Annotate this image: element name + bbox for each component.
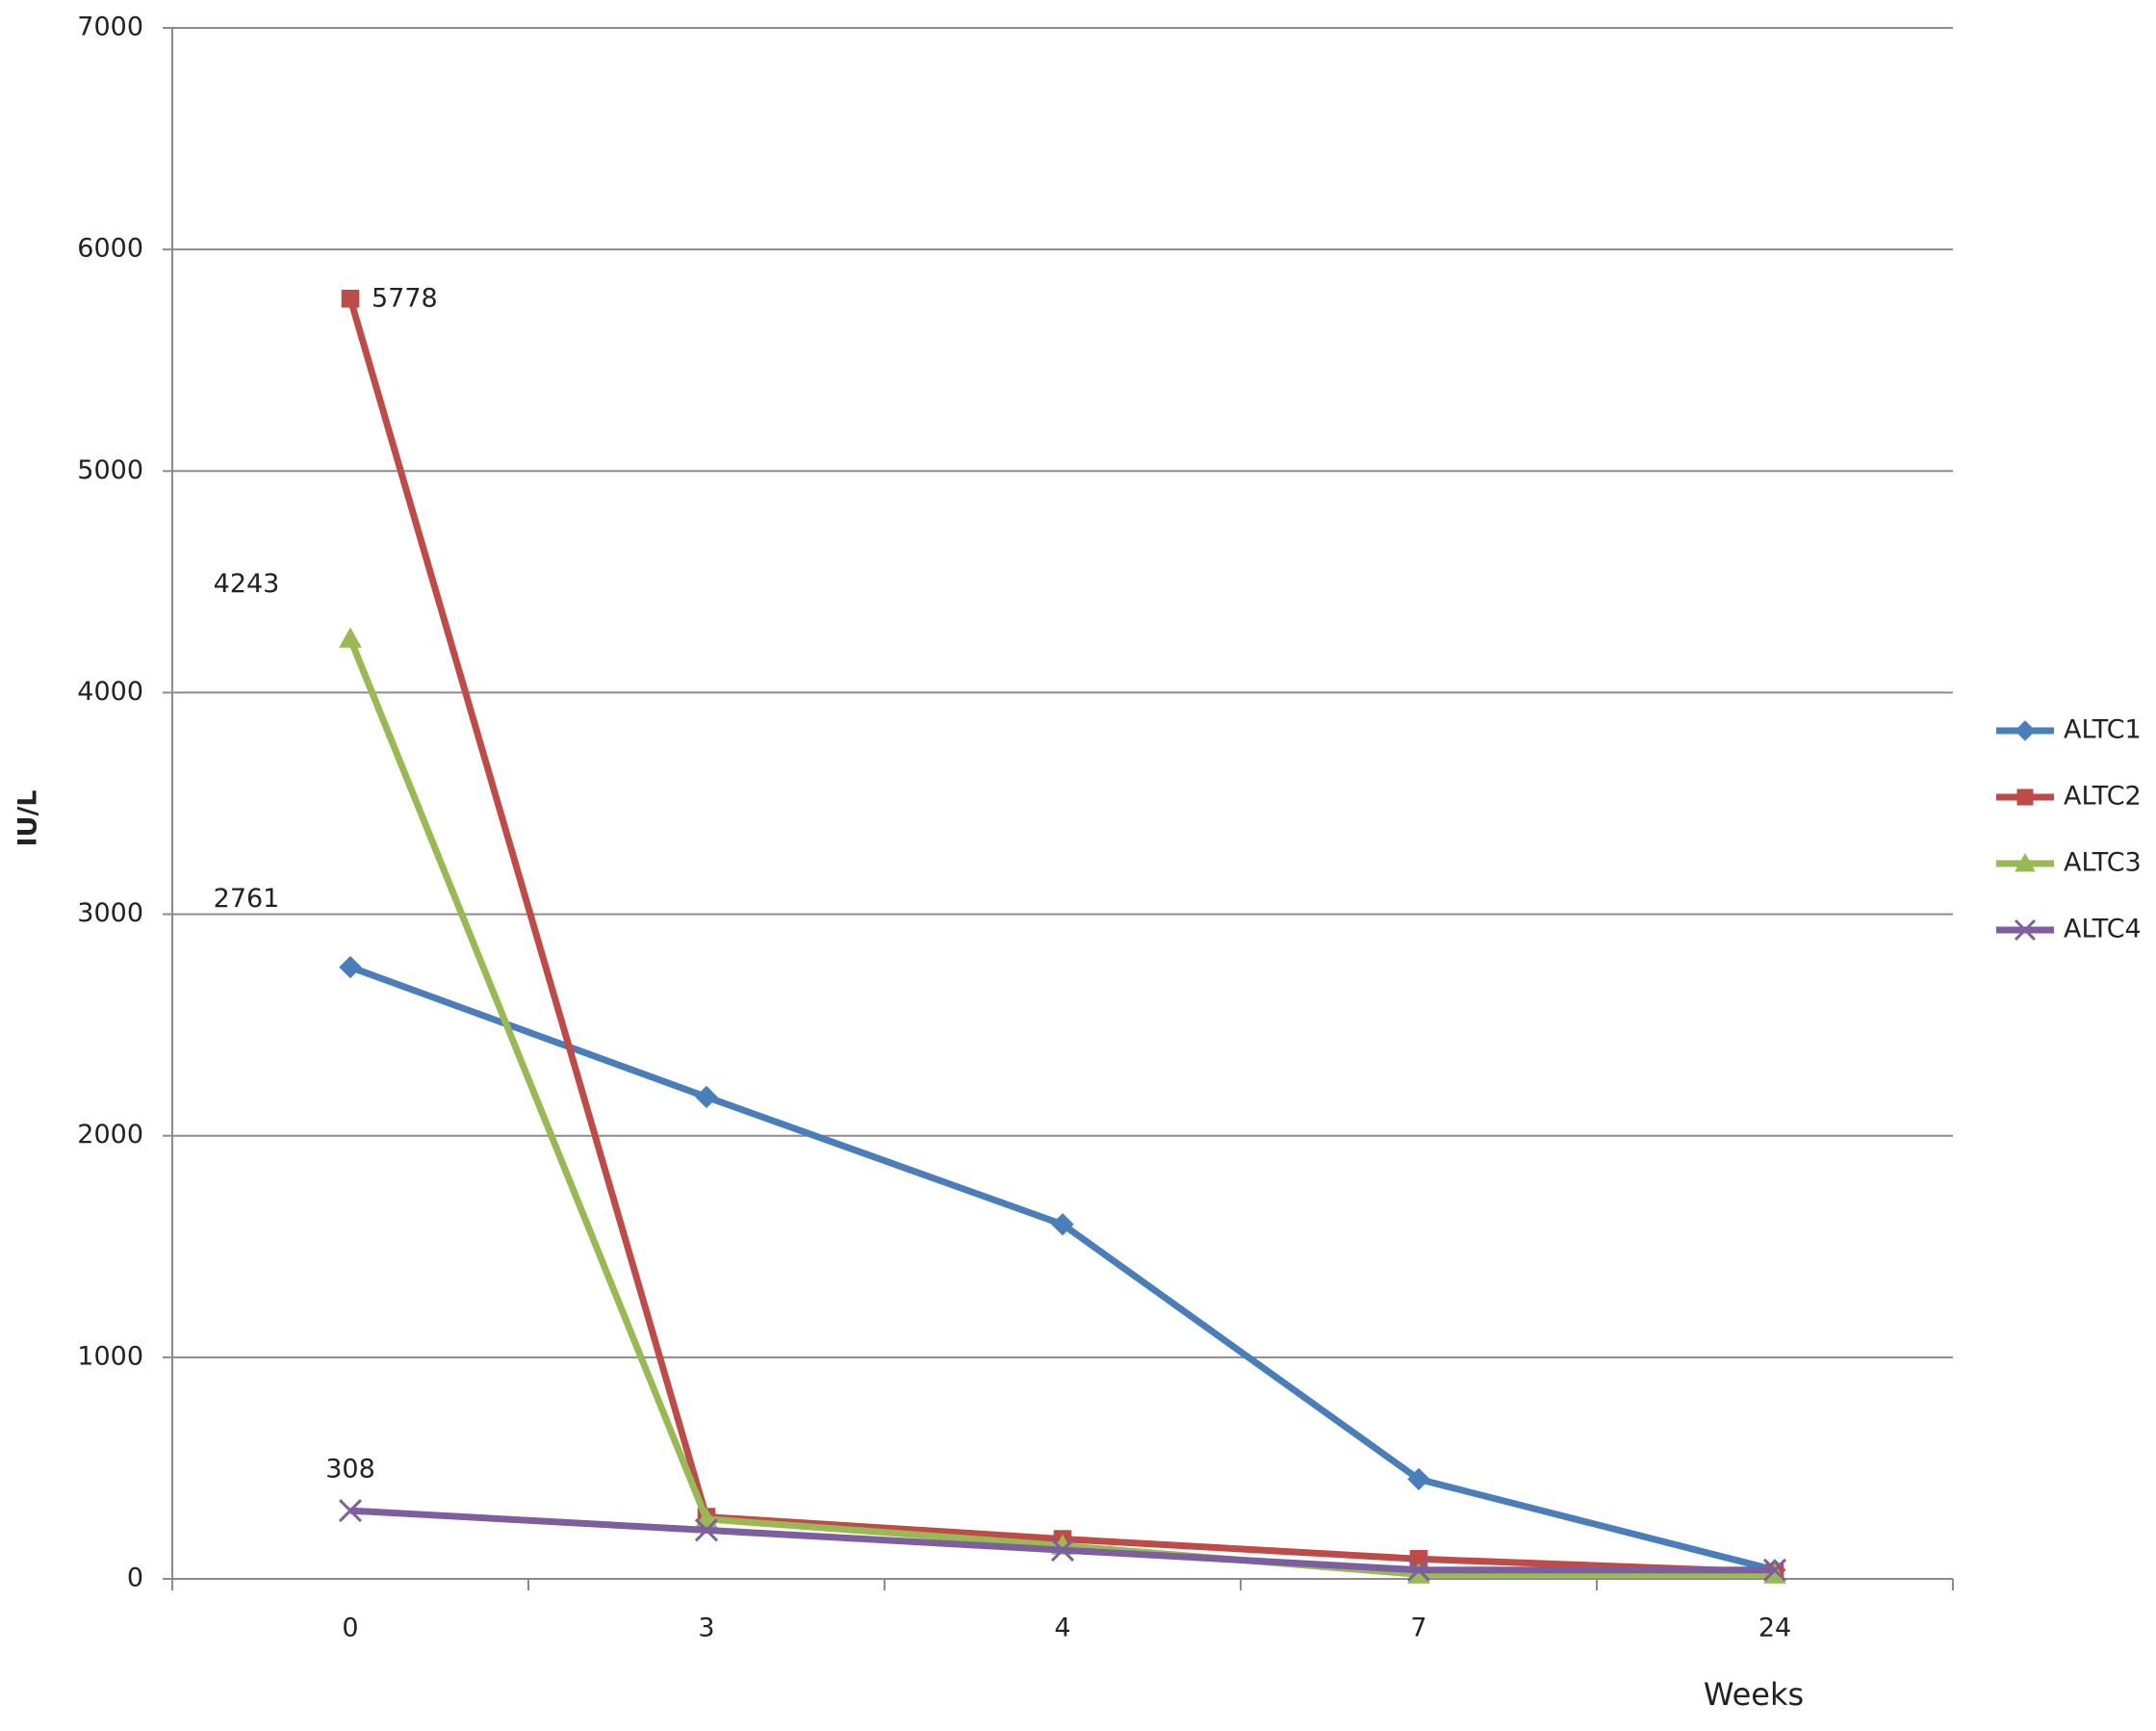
x-tick-label: 0 <box>342 1614 358 1643</box>
legend-label: ALTC1 <box>2064 715 2142 745</box>
data-label: 5778 <box>372 284 438 314</box>
y-axis-label: IU/L <box>13 789 43 846</box>
marker <box>2016 788 2034 806</box>
data-label: 4243 <box>214 569 280 599</box>
y-tick-label: 2000 <box>77 1120 143 1150</box>
y-tick-label: 0 <box>127 1563 143 1593</box>
marker <box>694 1518 719 1542</box>
marker <box>339 627 362 648</box>
y-tick-label: 4000 <box>77 677 143 707</box>
marker <box>695 1085 718 1109</box>
marker <box>341 289 360 308</box>
marker <box>1050 1538 1075 1563</box>
x-axis-label: Weeks <box>1704 1676 1804 1713</box>
y-tick-label: 5000 <box>77 455 143 485</box>
x-tick-label: 3 <box>698 1614 714 1643</box>
x-tick-label: 7 <box>1410 1614 1426 1643</box>
marker <box>1406 1558 1431 1582</box>
marker <box>339 955 362 979</box>
x-tick-label: 24 <box>1758 1614 1791 1643</box>
y-tick-label: 7000 <box>77 13 143 42</box>
y-tick-label: 6000 <box>77 234 143 264</box>
data-label: 2761 <box>214 884 280 914</box>
series-line <box>348 964 1776 1574</box>
y-tick-label: 3000 <box>77 898 143 928</box>
data-label: 308 <box>325 1455 375 1485</box>
marker <box>338 1499 363 1523</box>
marker <box>2015 720 2036 741</box>
marker <box>2014 918 2037 942</box>
marker <box>1407 1467 1430 1491</box>
series-line <box>346 637 1775 1578</box>
x-tick-label: 4 <box>1054 1614 1070 1643</box>
marker <box>1762 1558 1787 1582</box>
legend-label: ALTC3 <box>2064 848 2142 878</box>
series-line <box>346 297 1776 1576</box>
legend-label: ALTC4 <box>2064 915 2142 944</box>
y-tick-label: 1000 <box>77 1341 143 1371</box>
legend-label: ALTC2 <box>2064 782 2142 812</box>
marker <box>1051 1213 1074 1236</box>
marker <box>2015 852 2036 872</box>
